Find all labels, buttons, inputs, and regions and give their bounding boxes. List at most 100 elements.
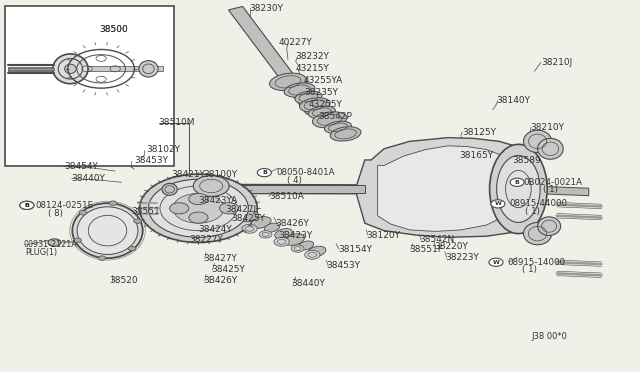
Circle shape bbox=[305, 250, 320, 259]
Circle shape bbox=[291, 245, 304, 252]
Text: 38500: 38500 bbox=[99, 25, 128, 34]
Ellipse shape bbox=[538, 217, 561, 235]
Polygon shape bbox=[355, 138, 525, 237]
Text: 08915-44000: 08915-44000 bbox=[509, 199, 568, 208]
Text: 08050-8401A: 08050-8401A bbox=[276, 168, 335, 177]
Ellipse shape bbox=[284, 83, 315, 97]
Circle shape bbox=[189, 212, 208, 223]
Text: 38589: 38589 bbox=[512, 156, 541, 165]
Text: J38 00*0: J38 00*0 bbox=[531, 332, 567, 341]
Text: 3B423Y: 3B423Y bbox=[278, 231, 313, 240]
Circle shape bbox=[20, 201, 34, 209]
Ellipse shape bbox=[308, 106, 335, 119]
Circle shape bbox=[98, 256, 106, 260]
Text: 43215Y: 43215Y bbox=[296, 64, 330, 73]
Text: 38100Y: 38100Y bbox=[204, 170, 237, 179]
Text: W: W bbox=[495, 201, 501, 206]
Text: 38235Y: 38235Y bbox=[304, 88, 338, 97]
Text: 38425Y: 38425Y bbox=[232, 214, 266, 223]
Circle shape bbox=[134, 219, 141, 223]
Ellipse shape bbox=[300, 98, 330, 112]
Text: 38421Y: 38421Y bbox=[172, 170, 205, 179]
Text: B: B bbox=[262, 170, 267, 175]
Text: ( 4): ( 4) bbox=[287, 176, 301, 185]
Ellipse shape bbox=[275, 228, 292, 239]
Circle shape bbox=[148, 179, 248, 237]
Circle shape bbox=[220, 203, 239, 214]
Text: W: W bbox=[493, 260, 499, 265]
Circle shape bbox=[48, 239, 61, 246]
Circle shape bbox=[170, 203, 189, 214]
Text: 38210J: 38210J bbox=[541, 58, 572, 67]
Text: 43255YA: 43255YA bbox=[304, 76, 343, 85]
Circle shape bbox=[20, 201, 34, 209]
Circle shape bbox=[109, 201, 117, 205]
Text: 38232Y: 38232Y bbox=[296, 52, 330, 61]
Ellipse shape bbox=[538, 138, 563, 159]
Text: 38220Y: 38220Y bbox=[434, 242, 468, 251]
Ellipse shape bbox=[308, 246, 326, 257]
Circle shape bbox=[242, 224, 257, 233]
Text: ( 1): ( 1) bbox=[525, 207, 540, 216]
Circle shape bbox=[257, 169, 271, 177]
Circle shape bbox=[140, 174, 257, 243]
Text: 08915-14000: 08915-14000 bbox=[508, 258, 566, 267]
Circle shape bbox=[489, 258, 503, 266]
Text: 38551: 38551 bbox=[131, 207, 160, 216]
Text: 38425Y: 38425Y bbox=[211, 265, 245, 274]
Ellipse shape bbox=[251, 217, 271, 228]
Text: ( 8): ( 8) bbox=[48, 209, 63, 218]
Text: 38510A: 38510A bbox=[269, 192, 303, 201]
Ellipse shape bbox=[295, 91, 322, 104]
Text: 38154Y: 38154Y bbox=[338, 245, 372, 254]
Text: 38140Y: 38140Y bbox=[496, 96, 530, 105]
Text: 38423YA: 38423YA bbox=[198, 196, 237, 205]
Ellipse shape bbox=[72, 203, 143, 258]
Ellipse shape bbox=[298, 241, 314, 250]
Ellipse shape bbox=[77, 207, 138, 254]
Text: B: B bbox=[24, 203, 29, 208]
Text: 38223Y: 38223Y bbox=[445, 253, 479, 262]
Text: 38120Y: 38120Y bbox=[366, 231, 400, 240]
Circle shape bbox=[491, 200, 505, 208]
Text: 00931-2121A: 00931-2121A bbox=[23, 240, 77, 249]
Text: ( 1): ( 1) bbox=[543, 185, 557, 194]
Polygon shape bbox=[378, 146, 506, 231]
Ellipse shape bbox=[524, 130, 552, 153]
Ellipse shape bbox=[264, 223, 280, 232]
Text: 38125Y: 38125Y bbox=[462, 128, 496, 137]
Text: 38542P: 38542P bbox=[318, 112, 352, 121]
Text: 3B426Y: 3B426Y bbox=[204, 276, 238, 285]
Text: 38440Y: 38440Y bbox=[291, 279, 325, 288]
Text: 38453Y: 38453Y bbox=[134, 156, 168, 165]
Text: 38440Y: 38440Y bbox=[72, 174, 106, 183]
Text: 38510M: 38510M bbox=[159, 118, 195, 127]
Ellipse shape bbox=[524, 222, 552, 245]
Circle shape bbox=[74, 238, 81, 243]
Ellipse shape bbox=[284, 234, 305, 246]
Polygon shape bbox=[166, 184, 512, 194]
Text: 43255Y: 43255Y bbox=[308, 100, 342, 109]
Text: 38551F: 38551F bbox=[410, 245, 444, 254]
Circle shape bbox=[128, 246, 136, 251]
Ellipse shape bbox=[65, 64, 76, 73]
Text: B: B bbox=[515, 180, 520, 185]
Ellipse shape bbox=[162, 183, 177, 195]
Text: B: B bbox=[24, 203, 29, 208]
Ellipse shape bbox=[53, 54, 88, 84]
Ellipse shape bbox=[269, 73, 307, 90]
Text: 38500: 38500 bbox=[99, 25, 128, 34]
Ellipse shape bbox=[330, 127, 361, 141]
Text: 38210Y: 38210Y bbox=[530, 123, 564, 132]
Text: 40227Y: 40227Y bbox=[278, 38, 312, 47]
Text: 38165Y: 38165Y bbox=[460, 151, 493, 160]
Ellipse shape bbox=[490, 144, 547, 234]
Circle shape bbox=[173, 193, 224, 223]
Circle shape bbox=[510, 178, 524, 186]
Circle shape bbox=[259, 231, 272, 238]
Text: 38542N: 38542N bbox=[419, 235, 454, 244]
Text: PLUG(1): PLUG(1) bbox=[26, 248, 58, 257]
Circle shape bbox=[193, 176, 229, 196]
Text: ( 1): ( 1) bbox=[522, 265, 537, 274]
Text: 38427J: 38427J bbox=[225, 205, 257, 214]
